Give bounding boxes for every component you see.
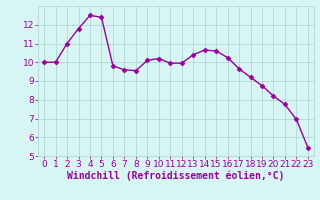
X-axis label: Windchill (Refroidissement éolien,°C): Windchill (Refroidissement éolien,°C): [67, 171, 285, 181]
